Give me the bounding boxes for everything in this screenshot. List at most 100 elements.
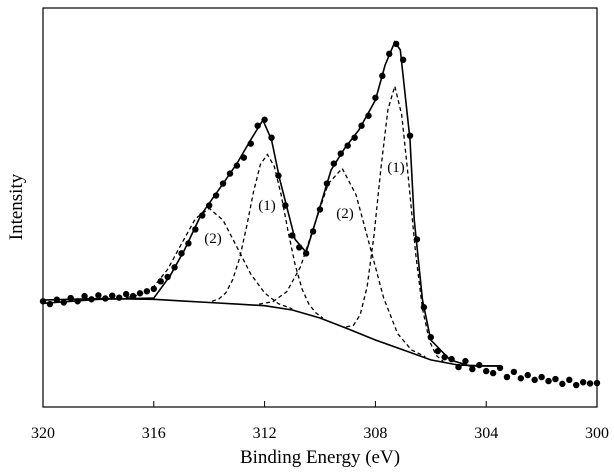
data-point — [406, 132, 414, 139]
plot-frame — [42, 7, 598, 408]
data-point — [157, 278, 164, 285]
data-point — [545, 377, 552, 385]
data-point — [337, 150, 344, 157]
fit-curve — [42, 297, 500, 367]
data-point — [226, 170, 234, 177]
data-point — [136, 290, 144, 297]
data-point — [476, 361, 483, 369]
component-curve — [346, 83, 444, 362]
data-point — [441, 353, 448, 361]
data-point — [496, 364, 504, 372]
peak-label: (2) — [336, 206, 354, 222]
data-point — [302, 250, 310, 257]
data-point — [115, 294, 123, 301]
data-point — [81, 292, 88, 300]
data-point — [462, 357, 469, 365]
data-point — [351, 134, 358, 141]
data-point — [392, 40, 400, 48]
component-curve — [258, 167, 426, 358]
data-point — [275, 172, 282, 179]
data-point — [254, 122, 261, 129]
data-point — [206, 202, 213, 209]
data-point — [46, 300, 54, 308]
data-point — [309, 228, 317, 235]
data-point — [233, 162, 241, 169]
data-point — [531, 376, 538, 384]
data-point — [261, 116, 268, 123]
data-point — [358, 122, 365, 129]
data-point — [192, 226, 199, 233]
data-point — [240, 154, 248, 161]
data-point — [559, 380, 566, 388]
data-point — [586, 380, 594, 387]
x-tick-label: 308 — [363, 425, 387, 442]
x-tick-label: 312 — [253, 425, 277, 442]
data-point — [247, 140, 254, 147]
data-point — [365, 112, 372, 119]
data-point — [593, 379, 601, 387]
peak-label: (1) — [387, 160, 405, 176]
data-point — [455, 363, 462, 371]
data-point — [483, 367, 490, 375]
data-point — [102, 295, 109, 302]
data-point — [579, 379, 587, 386]
data-point — [566, 376, 573, 384]
data-point — [517, 375, 525, 382]
data-point — [524, 371, 531, 379]
data-point — [185, 240, 192, 247]
data-point — [282, 202, 289, 209]
data-point — [67, 294, 74, 302]
data-point — [219, 180, 227, 187]
data-point — [53, 296, 61, 303]
data-point — [420, 304, 428, 311]
data-point — [573, 381, 580, 389]
data-point — [552, 375, 559, 383]
data-point — [469, 365, 476, 373]
data-point — [538, 373, 545, 381]
data-point — [143, 288, 151, 295]
data-point — [489, 369, 497, 377]
component-curve — [125, 207, 293, 310]
data-point — [171, 264, 178, 271]
data-point — [39, 298, 47, 305]
data-point — [413, 236, 421, 243]
data-point — [344, 142, 351, 149]
peak-label: (1) — [258, 198, 276, 214]
x-axis-label: Binding Energy (eV) — [240, 447, 400, 468]
data-point — [150, 285, 157, 293]
x-tick-label: 316 — [142, 425, 166, 442]
data-point — [427, 333, 434, 341]
data-point — [95, 292, 102, 299]
data-point — [448, 355, 455, 363]
data-point — [74, 298, 81, 305]
data-point — [178, 250, 185, 257]
data-point — [109, 292, 116, 299]
data-point — [379, 72, 386, 80]
component-curve — [211, 153, 324, 319]
peak-label: (2) — [204, 231, 222, 247]
data-point — [289, 232, 296, 239]
data-point — [164, 273, 171, 281]
y-axis-label: Intensity — [6, 173, 27, 240]
data-point — [316, 206, 324, 213]
data-point — [372, 94, 379, 101]
data-point — [199, 212, 206, 219]
data-point — [88, 296, 95, 303]
x-tick-label: 320 — [31, 425, 55, 442]
data-point — [323, 180, 331, 187]
x-tick-label: 304 — [474, 425, 498, 442]
data-point — [510, 368, 518, 376]
data-point — [268, 134, 275, 141]
data-point — [503, 373, 511, 381]
data-point — [212, 192, 220, 199]
data-point — [434, 347, 441, 355]
data-point — [296, 244, 303, 251]
x-tick-label: 300 — [585, 425, 609, 442]
data-point — [386, 50, 393, 58]
data-point — [330, 160, 338, 167]
data-point — [129, 292, 137, 300]
data-point — [122, 290, 130, 298]
data-point — [399, 56, 407, 64]
data-point — [60, 299, 67, 306]
